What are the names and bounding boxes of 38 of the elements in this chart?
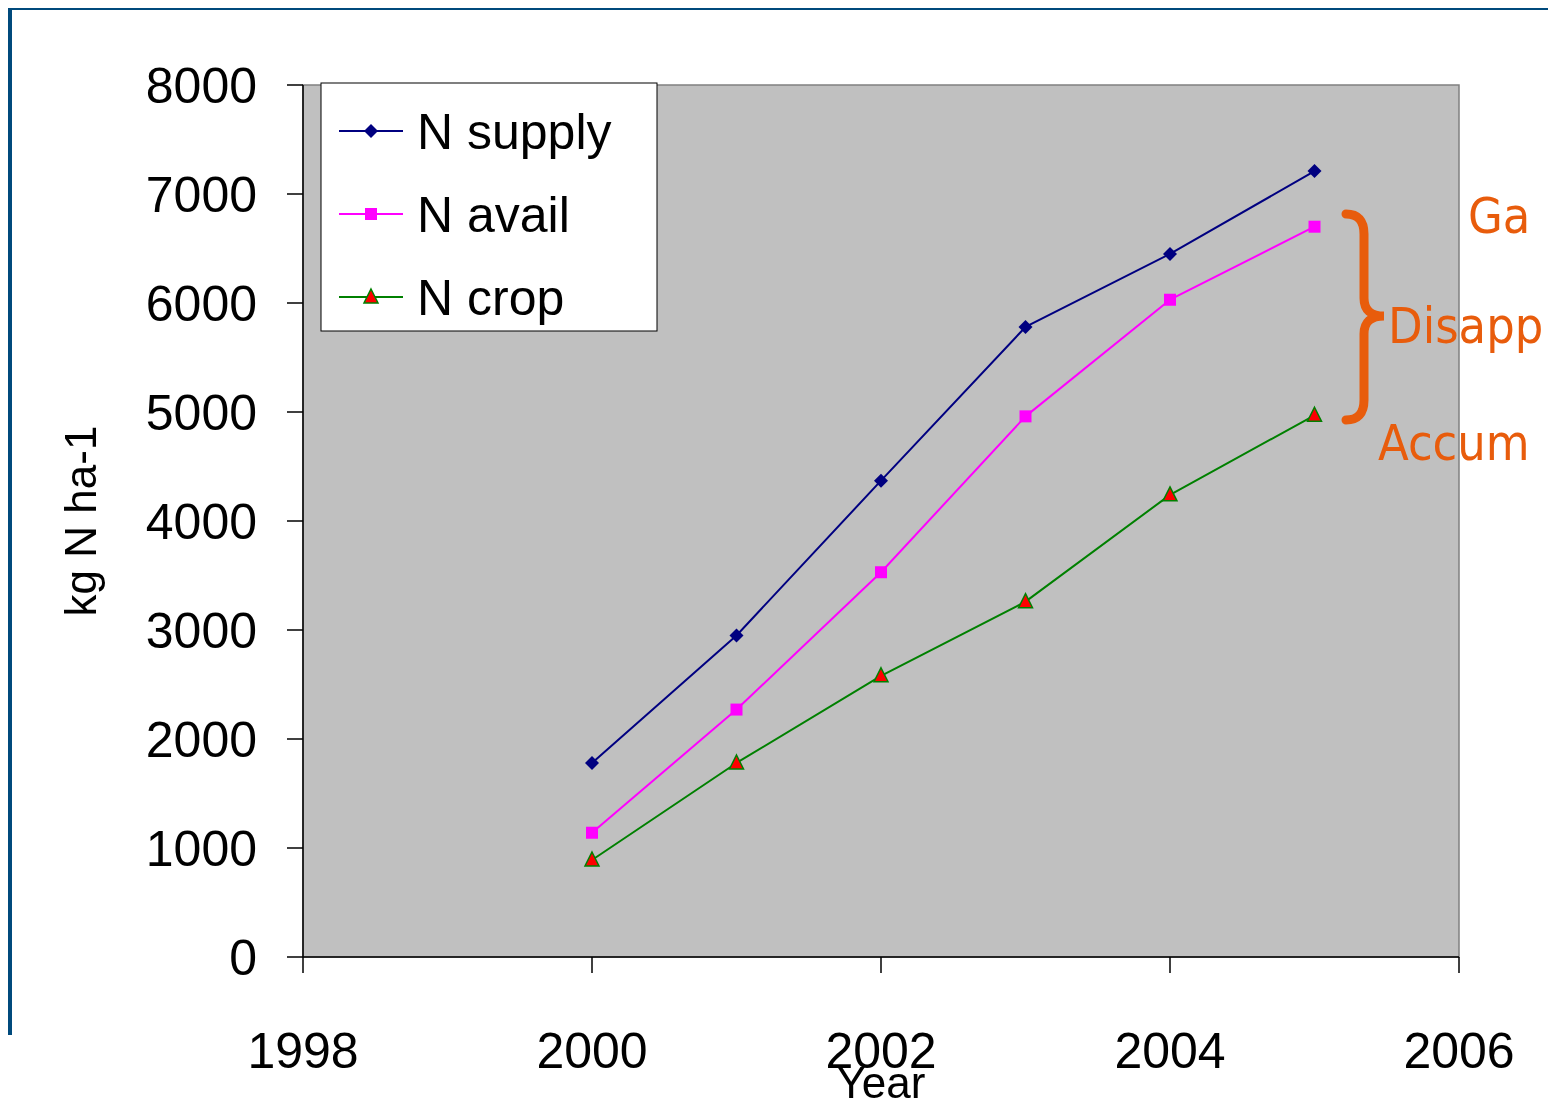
legend-label: N avail [417,186,570,243]
y-axis-title: kg N ha-1 [56,425,105,617]
y-tick-label: 5000 [145,384,257,441]
y-tick-label: 8000 [145,57,257,114]
point [1307,164,1322,179]
legend-label: N crop [417,269,565,326]
annotation: Accum [1378,414,1530,472]
point [1163,246,1177,261]
point [728,754,745,770]
point [585,755,599,770]
annotation: Disapp [1388,297,1544,355]
point [873,667,889,683]
y-tick-label: 4000 [145,493,257,550]
point [874,473,888,488]
y-tick-label: 0 [229,929,257,986]
y-tick-label: 6000 [145,275,257,332]
point [1019,410,1032,423]
x-tick-label: 1998 [247,1023,359,1079]
legend-label: N supply [417,103,612,160]
y-tick-label: 2000 [145,711,257,768]
x-tick-label: 2006 [1403,1023,1515,1079]
y-tick-label: 1000 [145,820,257,877]
point [1164,293,1176,306]
text: Ga [1468,187,1531,245]
point [1017,592,1034,609]
point [1308,220,1321,233]
point [1306,406,1323,423]
y-tick-label: 7000 [145,166,257,223]
point [875,566,887,579]
x-tick-label: 2000 [536,1023,648,1079]
point [586,826,598,839]
point [1162,486,1178,502]
point [1018,319,1033,334]
point [584,851,600,867]
point [729,628,744,643]
y-tick-label: 3000 [145,602,257,659]
x-tick-label: 2004 [1114,1023,1226,1079]
point [730,703,743,716]
